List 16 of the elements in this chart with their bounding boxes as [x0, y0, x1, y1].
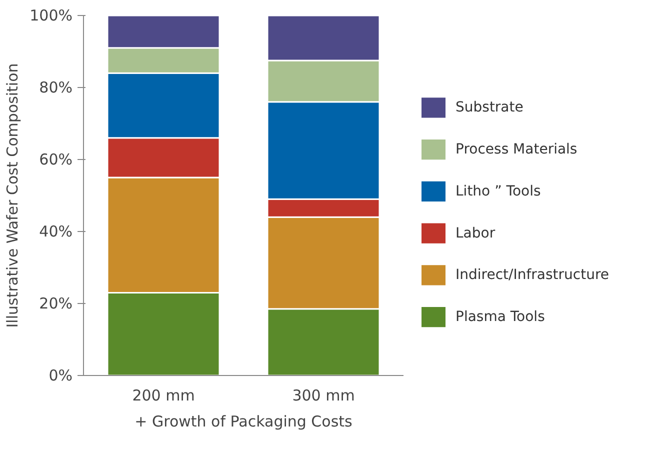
- x-tick-label: 300 mm: [292, 386, 355, 404]
- y-tick-label: 60%: [39, 150, 73, 168]
- x-axis-title: + Growth of Packaging Costs: [134, 412, 353, 430]
- legend-label: Plasma Tools: [456, 309, 545, 326]
- legend-label: Litho ” Tools: [456, 183, 541, 200]
- legend-label: Indirect/Infrastructure: [456, 267, 610, 284]
- y-tick-label: 100%: [30, 6, 73, 24]
- y-tick-label: 80%: [39, 78, 73, 96]
- legend-label: Substrate: [456, 100, 524, 116]
- y-tick-label: 20%: [39, 294, 73, 312]
- y-axis-title: Illustrative Wafer Cost Composition: [4, 63, 22, 328]
- legend-label: Labor: [456, 225, 496, 242]
- y-tick-label: 0%: [48, 366, 72, 384]
- legend-label: Process Materials: [456, 142, 578, 158]
- x-tick-label: 200 mm: [132, 386, 195, 404]
- y-tick-label: 40%: [39, 222, 73, 240]
